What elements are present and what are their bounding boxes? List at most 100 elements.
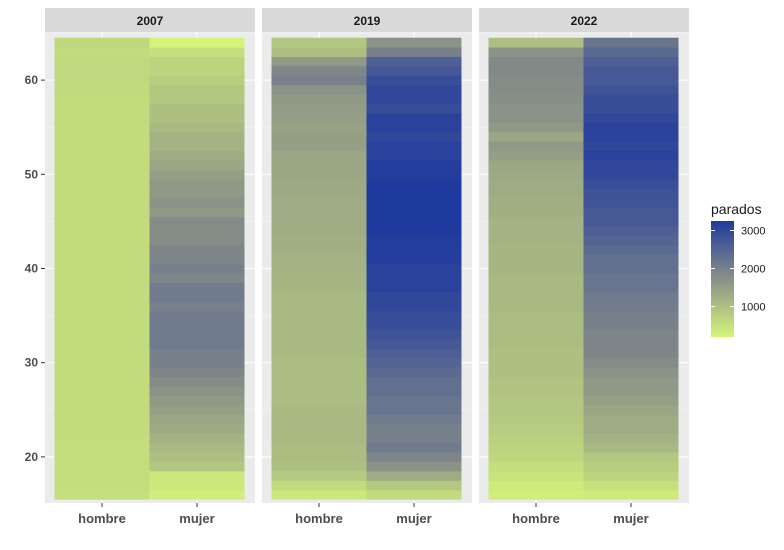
heat-tile (583, 452, 679, 463)
heat-tile (271, 103, 367, 114)
facet-strip-label: 2019 (354, 14, 381, 28)
heat-tile (366, 263, 462, 274)
heat-tile (488, 348, 584, 359)
heat-tile (366, 113, 462, 123)
heat-tile (271, 263, 367, 274)
heat-tile (583, 207, 679, 218)
heat-tile (149, 348, 245, 359)
heat-tile (271, 235, 367, 246)
heat-tile (271, 254, 367, 265)
heat-tile (149, 94, 245, 105)
heat-tile (583, 489, 679, 500)
heat-tile (583, 329, 679, 340)
heat-tile (271, 75, 367, 86)
heat-tile (583, 254, 679, 265)
heat-tile (271, 141, 367, 152)
heat-tile (54, 292, 150, 302)
heat-tile (366, 348, 462, 359)
heat-tile (149, 141, 245, 152)
series-mujer (366, 37, 462, 500)
heat-tile (583, 179, 679, 189)
heat-tile (54, 480, 150, 491)
heat-tile (488, 84, 584, 95)
heat-tile (149, 292, 245, 302)
heat-tile (149, 226, 245, 236)
heat-tile (54, 37, 150, 48)
heat-tile (366, 216, 462, 227)
heat-tile (488, 405, 584, 415)
heat-tile (54, 169, 150, 180)
heat-tile (583, 301, 679, 312)
heat-tile (366, 47, 462, 57)
heat-tile (149, 84, 245, 95)
series-hombre (54, 37, 150, 500)
heat-tile (488, 65, 584, 76)
facet-strip-label: 2007 (137, 14, 164, 28)
heat-tile (583, 150, 679, 161)
heat-tile (54, 197, 150, 208)
heat-tile (54, 122, 150, 133)
heat-tile (583, 84, 679, 95)
heat-tile (488, 37, 584, 48)
heat-tile (583, 235, 679, 246)
heat-tile (149, 244, 245, 255)
heat-tile (149, 122, 245, 133)
facet-panels: 2007 2019 2022 (45, 8, 689, 503)
heat-tile (149, 395, 245, 406)
heat-tile (583, 320, 679, 331)
heat-tile (583, 131, 679, 142)
heat-tile (54, 348, 150, 359)
heat-tile (488, 329, 584, 340)
heat-tile (271, 395, 367, 406)
heat-tile (54, 414, 150, 425)
heat-tile (271, 197, 367, 208)
heat-tile (366, 207, 462, 218)
heat-tile (271, 216, 367, 227)
heat-tile (54, 301, 150, 312)
heat-tile (366, 103, 462, 114)
heat-tile (583, 414, 679, 425)
heat-tile (583, 471, 679, 481)
heat-tile (271, 405, 367, 415)
heat-tile (271, 292, 367, 302)
heat-tile (366, 489, 462, 500)
heat-tile (54, 376, 150, 387)
heat-tile (271, 461, 367, 472)
heat-tile (149, 414, 245, 425)
heat-tile (149, 310, 245, 321)
heat-tile (366, 254, 462, 265)
heat-tile (366, 357, 462, 368)
heat-tile (366, 461, 462, 472)
y-tick-label: 20 (25, 450, 39, 464)
heat-tile (583, 188, 679, 199)
x-tick-label: hombre (512, 511, 560, 526)
heat-tile (54, 357, 150, 368)
heat-tile (54, 329, 150, 340)
facet-strip (45, 8, 255, 32)
heat-tile (583, 169, 679, 180)
heat-tile (149, 329, 245, 340)
heat-tile (488, 179, 584, 189)
heat-tile (488, 75, 584, 86)
heat-tile (149, 423, 245, 434)
heat-tile (488, 197, 584, 208)
heat-tile (488, 169, 584, 180)
heat-tile (488, 160, 584, 170)
heat-tile (149, 452, 245, 463)
heat-tile (488, 357, 584, 368)
heat-tile (271, 122, 367, 133)
heat-tile (54, 405, 150, 415)
heat-tile (149, 339, 245, 349)
heat-tile (488, 94, 584, 105)
heat-tile (366, 75, 462, 86)
heat-tile (54, 47, 150, 57)
y-axis: 20 30 40 50 60 (25, 73, 45, 464)
heat-tile (271, 442, 367, 453)
heat-tile (366, 131, 462, 142)
heat-tile (54, 131, 150, 142)
heat-tile (366, 169, 462, 180)
heat-tile (488, 56, 584, 67)
heat-tile (488, 244, 584, 255)
heat-tile (488, 292, 584, 302)
heat-tile (149, 188, 245, 199)
